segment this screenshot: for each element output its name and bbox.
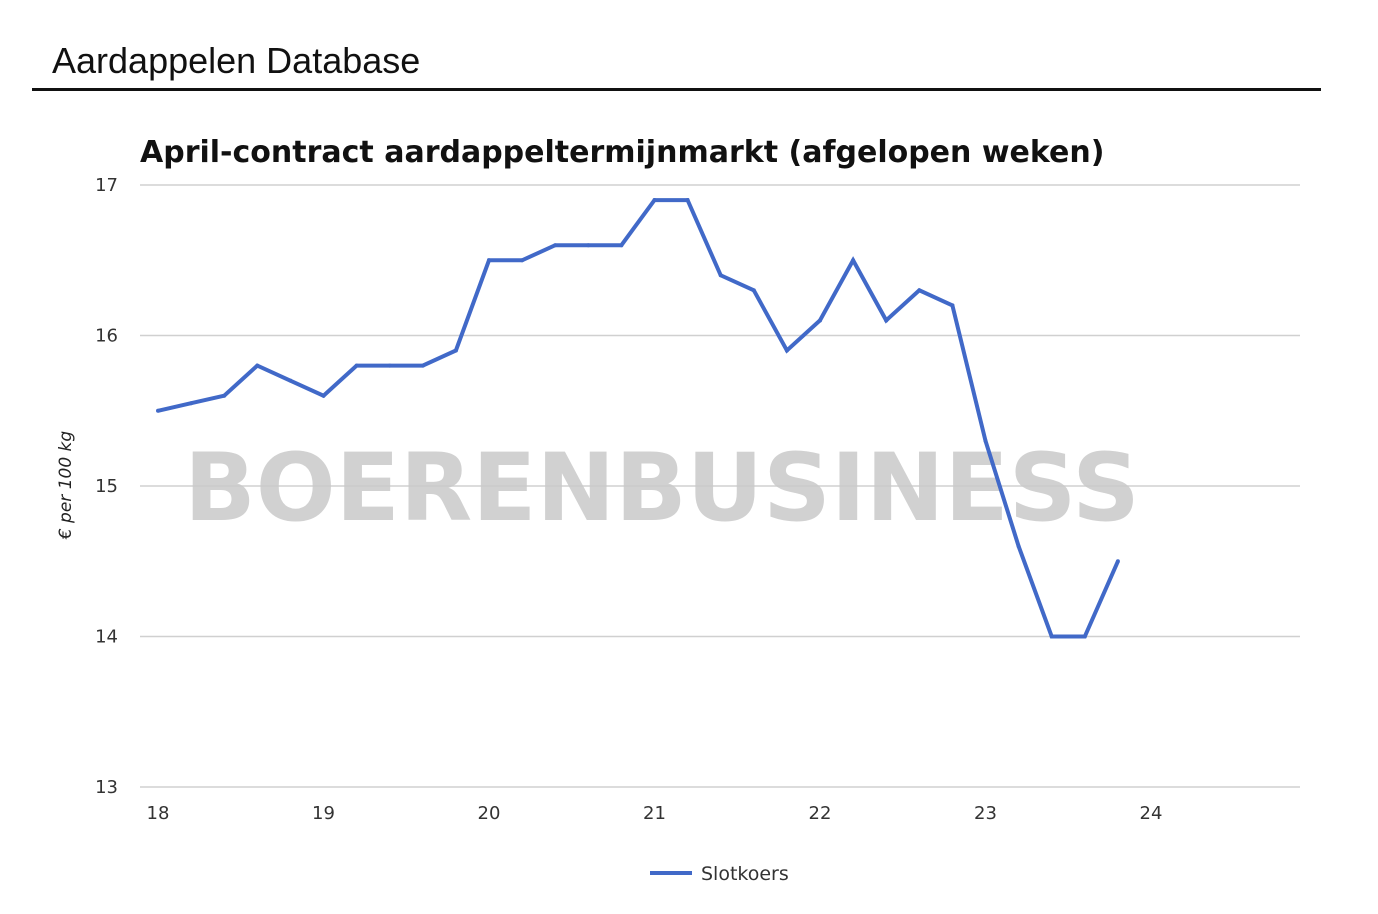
- x-tick-label-20: 20: [478, 803, 501, 824]
- legend-label-slotkoers: Slotkoers: [701, 863, 789, 885]
- chart-title: April-contract aardappeltermijnmarkt (af…: [140, 135, 1104, 170]
- data-point-0-10: [487, 258, 491, 263]
- data-point-0-20: [818, 318, 822, 323]
- page-title: Aardappelen Database: [52, 40, 421, 81]
- y-axis-ticks: 13 14 15 16 17: [95, 175, 118, 798]
- data-point-0-29: [1115, 559, 1120, 564]
- series-layer: [156, 198, 1120, 639]
- data-point-0-23: [917, 288, 922, 293]
- data-point-0-19: [784, 348, 789, 353]
- data-point-0-16: [685, 198, 690, 203]
- x-tick-label-19: 19: [312, 803, 335, 824]
- data-point-0-28: [1082, 634, 1087, 639]
- y-tick-label-13: 13: [95, 777, 118, 798]
- x-tick-label-24: 24: [1140, 803, 1163, 824]
- data-point-0-7: [387, 363, 392, 368]
- data-point-0-21: [851, 258, 856, 263]
- data-point-0-26: [1016, 544, 1021, 549]
- page-header: Aardappelen Database: [32, 36, 1321, 91]
- data-point-0-25: [983, 438, 988, 443]
- data-point-0-6: [354, 363, 359, 368]
- data-point-0-18: [751, 288, 756, 293]
- y-tick-label-14: 14: [95, 627, 118, 648]
- data-point-0-3: [255, 363, 260, 368]
- x-tick-label-18: 18: [147, 803, 170, 824]
- data-point-0-2: [222, 393, 227, 398]
- legend: Slotkoers: [650, 863, 789, 885]
- grid: [140, 184, 1300, 788]
- data-point-0-1: [189, 401, 194, 406]
- data-point-0-8: [420, 363, 425, 368]
- y-axis-label: € per 100 kg: [56, 431, 76, 541]
- data-point-0-12: [553, 243, 558, 248]
- data-point-0-14: [619, 243, 624, 248]
- series-line-slotkoers: [157, 198, 1120, 639]
- data-point-0-15: [652, 198, 657, 203]
- data-point-0-17: [718, 273, 723, 278]
- x-tick-label-23: 23: [974, 803, 997, 824]
- data-point-0-24: [950, 303, 955, 308]
- data-point-0-27: [1049, 634, 1054, 639]
- watermark: BOERENBUSINESS: [184, 434, 1140, 543]
- x-tick-label-21: 21: [643, 803, 666, 824]
- x-tick-label-22: 22: [809, 803, 832, 824]
- data-point-0-22: [884, 318, 889, 323]
- y-tick-label-16: 16: [95, 326, 118, 347]
- data-point-0-4: [288, 378, 293, 383]
- data-point-0-5: [321, 393, 326, 398]
- data-point-0-11: [520, 258, 525, 263]
- data-point-0-0: [156, 408, 160, 413]
- y-tick-label-15: 15: [95, 476, 118, 497]
- y-tick-label-17: 17: [95, 175, 118, 196]
- data-point-0-9: [453, 348, 458, 353]
- x-axis-ticks: 18 19 20 21 22 23 24: [147, 803, 1163, 824]
- data-point-0-13: [586, 243, 591, 248]
